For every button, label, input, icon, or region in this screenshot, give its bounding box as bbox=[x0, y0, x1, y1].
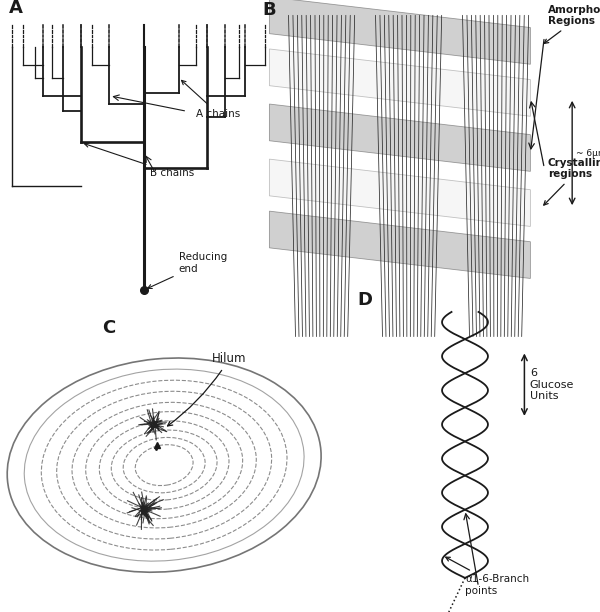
Polygon shape bbox=[269, 159, 530, 226]
Text: Amorphous
Regions: Amorphous Regions bbox=[544, 5, 600, 43]
Text: A chains: A chains bbox=[182, 80, 240, 119]
Polygon shape bbox=[269, 0, 530, 64]
Text: C: C bbox=[103, 319, 116, 337]
Text: 6
Glucose
Units: 6 Glucose Units bbox=[530, 368, 574, 401]
Text: Reducing
end: Reducing end bbox=[148, 252, 227, 288]
Text: α1-6-Branch
points: α1-6-Branch points bbox=[446, 557, 529, 596]
Text: B: B bbox=[262, 1, 276, 20]
Polygon shape bbox=[269, 211, 530, 278]
Text: Crystalline
regions: Crystalline regions bbox=[544, 158, 600, 205]
Text: Hilum: Hilum bbox=[167, 353, 247, 426]
Polygon shape bbox=[269, 49, 530, 116]
Text: D: D bbox=[357, 291, 372, 309]
Text: B chains: B chains bbox=[85, 143, 194, 178]
Text: ~ 6μm: ~ 6μm bbox=[575, 149, 600, 157]
Text: A: A bbox=[8, 0, 23, 17]
Polygon shape bbox=[269, 104, 530, 171]
